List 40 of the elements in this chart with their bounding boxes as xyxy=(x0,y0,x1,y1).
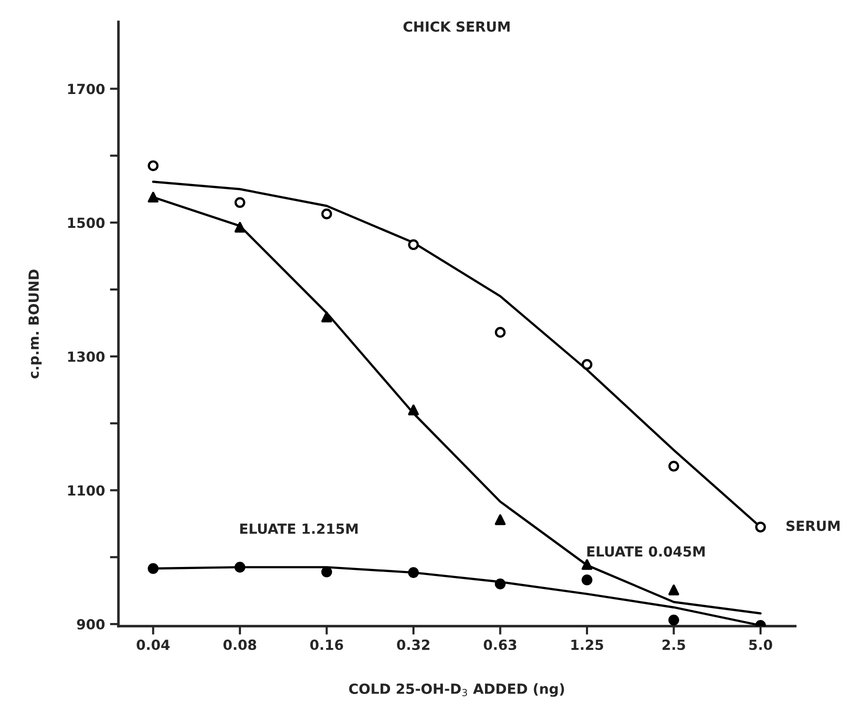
y-tick-label: 1100 xyxy=(68,485,105,496)
point xyxy=(494,578,506,590)
point xyxy=(408,404,419,416)
point xyxy=(148,563,159,574)
point xyxy=(582,359,592,370)
point xyxy=(494,326,506,338)
point xyxy=(668,584,680,596)
point xyxy=(234,562,246,573)
annotation: SERUM xyxy=(786,520,840,532)
point xyxy=(582,559,592,570)
y-tick-label: 1500 xyxy=(68,218,105,228)
point xyxy=(755,522,766,532)
x-tick-label: 1.25 xyxy=(571,640,604,650)
x-tick-label: 0.08 xyxy=(223,640,256,650)
point xyxy=(408,567,419,578)
x-axis-title: COLD 25-OH-D$_{3}$ ADDED (ng) xyxy=(349,683,564,697)
y-tick-label: 1700 xyxy=(68,84,105,94)
point xyxy=(494,514,506,526)
point xyxy=(668,614,680,626)
x-tick-label: 0.04 xyxy=(136,640,170,650)
point xyxy=(408,239,419,250)
x-tick-label: 0.63 xyxy=(484,640,516,650)
y-tick-label: 1300 xyxy=(68,351,105,362)
x-tick-label: 0.32 xyxy=(396,640,430,650)
x-tick-label: 0.16 xyxy=(310,640,344,650)
y-axis-title: c.p.m. BOUND xyxy=(28,270,42,378)
point xyxy=(668,460,680,472)
annotation: ELUATE 1.215M xyxy=(240,523,358,534)
x-tick-label: 2.5 xyxy=(662,640,686,650)
chart-title: CHICK SERUM xyxy=(404,21,510,32)
y-tick-label: 900 xyxy=(76,619,105,630)
point xyxy=(148,192,159,203)
point xyxy=(321,208,332,220)
annotation: ELUATE 0.045M xyxy=(587,546,705,557)
point xyxy=(582,574,592,586)
point xyxy=(321,312,332,322)
point xyxy=(234,197,246,208)
point xyxy=(148,160,159,172)
x-tick-label: 5.0 xyxy=(749,640,772,650)
point xyxy=(234,222,246,233)
